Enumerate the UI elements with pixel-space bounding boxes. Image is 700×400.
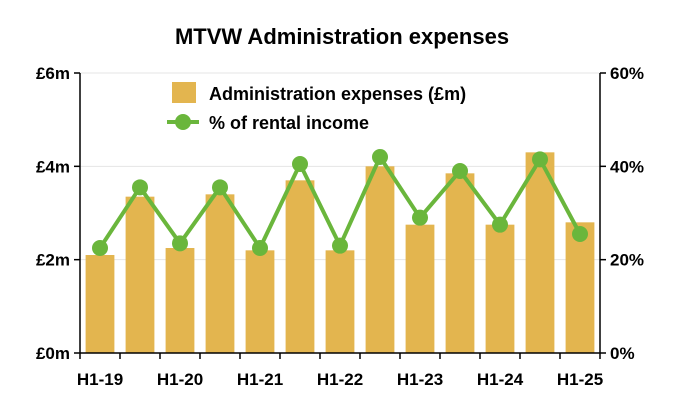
left-tick-label: £0m [36, 344, 70, 363]
pct-point-h2-19 [132, 179, 148, 196]
bar-h1-20 [165, 248, 195, 353]
pct-point-h1-19 [92, 240, 108, 256]
bar-h2-20 [205, 194, 235, 353]
line-series [92, 149, 588, 256]
right-tick-label: 20% [610, 251, 644, 270]
x-tick-label: H1-25 [557, 370, 603, 389]
chart-title: MTVW Administration expenses [175, 24, 509, 49]
right-tick-label: 0% [610, 344, 635, 363]
bar-h1-22 [325, 250, 355, 353]
bar-h1-25 [565, 222, 595, 353]
bar-h2-22 [365, 166, 395, 353]
x-tick-label: H1-24 [477, 370, 524, 389]
legend-swatch-marker [175, 114, 191, 130]
axes: £0m £2m £4m £6m 0% 20% 40% 60% H1-19 H1-20 H1-21 H1… [36, 64, 644, 389]
left-tick-label: £2m [36, 251, 70, 270]
pct-point-h1-20 [172, 235, 188, 252]
bar-h1-24 [485, 224, 515, 353]
x-tick-label: H1-23 [397, 370, 443, 389]
pct-point-h2-21 [292, 156, 308, 172]
x-tick-label: H1-20 [157, 370, 203, 389]
bar-h2-24 [525, 152, 555, 353]
pct-point-h1-23 [412, 209, 428, 226]
bar-h2-19 [125, 196, 155, 353]
pct-point-h1-24 [492, 216, 508, 233]
bar-h1-23 [405, 224, 435, 353]
left-tick-label: £4m [36, 157, 70, 176]
x-tick-label: H1-22 [317, 370, 363, 389]
bar-h2-23 [445, 173, 475, 353]
right-tick-label: 60% [610, 64, 644, 83]
pct-point-h2-23 [452, 163, 468, 179]
x-tick-label: H1-21 [237, 370, 283, 389]
legend-swatch-bar [172, 82, 196, 103]
bar-h2-21 [285, 180, 315, 353]
right-tick-label: 40% [610, 157, 644, 176]
pct-point-h2-24 [532, 151, 548, 168]
pct-point-h2-22 [372, 149, 388, 165]
legend: Administration expenses (£m) % of rental… [167, 82, 466, 133]
pct-point-h1-22 [332, 237, 348, 254]
left-tick-label: £6m [36, 64, 70, 83]
legend-label-line: % of rental income [209, 113, 369, 133]
legend-label-bar: Administration expenses (£m) [209, 84, 466, 104]
pct-point-h1-25 [572, 226, 588, 242]
bar-h1-21 [245, 250, 275, 353]
bar-series [85, 152, 595, 353]
pct-point-h2-20 [212, 179, 228, 196]
bar-h1-19 [85, 255, 115, 353]
x-tick-label: H1-19 [77, 370, 123, 389]
pct-point-h1-21 [252, 240, 268, 256]
